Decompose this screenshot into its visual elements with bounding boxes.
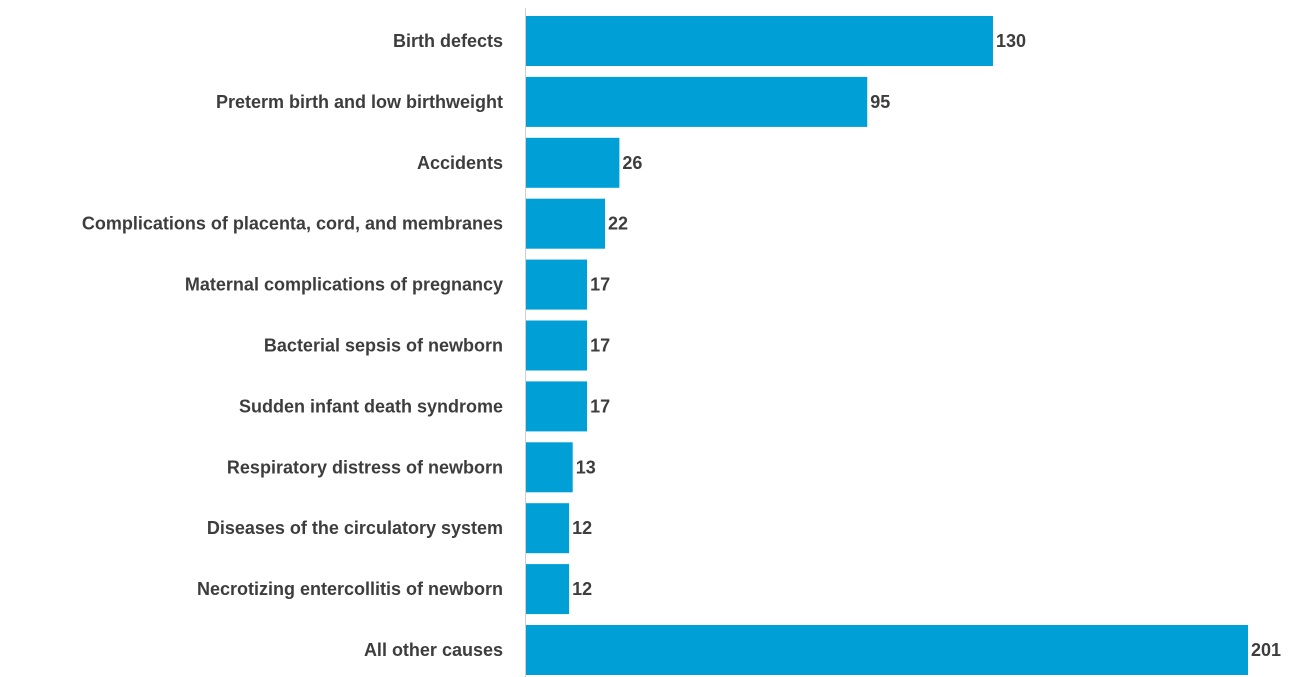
value-label-0: 130 [996,31,1026,51]
value-label-3: 22 [608,214,628,234]
bar-8 [526,503,570,554]
bar-2 [526,137,620,188]
category-label-6: Sudden infant death syndrome [239,396,503,416]
value-label-6: 17 [590,396,610,416]
value-labels: 130 95 26 22 17 17 17 13 12 12 201 [572,31,1281,660]
bar-10 [526,625,1248,675]
value-label-5: 17 [590,336,610,356]
bar-1 [526,76,868,127]
bar-6 [526,381,588,432]
category-label-3: Complications of placenta, cord, and mem… [82,214,503,234]
value-label-10: 201 [1251,640,1281,660]
category-label-2: Accidents [417,153,503,173]
bar-5 [526,320,588,371]
bar-7 [526,442,573,493]
category-label-8: Diseases of the circulatory system [207,518,503,538]
category-label-10: All other causes [364,640,503,660]
category-label-5: Bacterial sepsis of newborn [264,336,503,356]
category-labels: Birth defects Preterm birth and low birth… [82,31,503,660]
category-label-0: Birth defects [393,31,503,51]
bar-0 [526,16,993,66]
category-label-9: Necrotizing entercollitis of newborn [197,579,503,599]
value-label-8: 12 [572,518,592,538]
bar-9 [526,564,570,615]
category-label-4: Maternal complications of pregnancy [185,275,503,295]
category-label-1: Preterm birth and low birthweight [216,92,503,112]
bar-3 [526,198,606,249]
value-label-4: 17 [590,275,610,295]
bar-4 [526,259,588,310]
value-label-2: 26 [622,153,642,173]
value-label-7: 13 [576,457,596,477]
value-label-1: 95 [870,92,890,112]
category-label-7: Respiratory distress of newborn [227,457,503,477]
value-label-9: 12 [572,579,592,599]
bars [526,16,1248,675]
